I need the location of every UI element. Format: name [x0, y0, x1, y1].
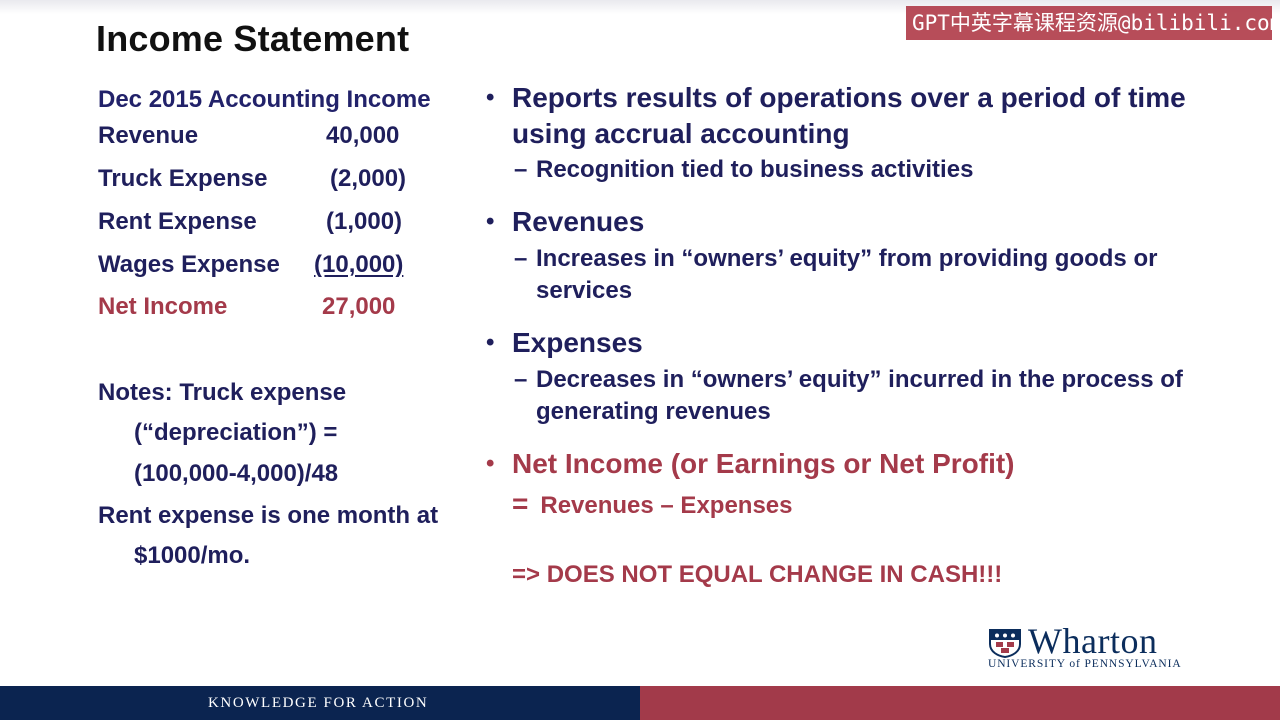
statement-row-net-income: Net Income 27,000: [98, 293, 428, 325]
bullet-dot-icon: •: [486, 84, 495, 111]
notes-line-3: (100,000-4,000)/48: [134, 460, 339, 487]
wharton-logo: Wharton UNIVERSITY of PENNSYLVANIA: [988, 621, 1198, 674]
row-value: (1,000): [326, 208, 403, 235]
dash-icon: –: [514, 245, 528, 272]
notes-line-4: Rent expense is one month at: [98, 502, 439, 529]
formula-text: Revenues – Expenses: [540, 492, 793, 519]
bullet-dot-icon: •: [486, 208, 495, 235]
statement-heading: Dec 2015 Accounting Income: [98, 86, 431, 113]
notes-line-1: Notes: Truck expense: [98, 379, 347, 406]
logo-subtitle: UNIVERSITY of PENNSYLVANIA: [988, 658, 1182, 670]
statement-row-revenue: Revenue 40,000: [98, 122, 428, 154]
dash-icon: –: [514, 156, 528, 183]
bullet-dot-icon: •: [486, 329, 495, 356]
row-value: (2,000): [330, 165, 407, 192]
footer-navy-band: KNOWLEDGE FOR ACTION: [0, 686, 640, 720]
row-value: 27,000: [322, 293, 396, 320]
penn-shield-icon: [989, 629, 1021, 658]
cash-warning: => DOES NOT EQUAL CHANGE IN CASH!!!: [512, 561, 1003, 588]
statement-row-rent-expense: Rent Expense (1,000): [98, 208, 428, 240]
notes-line-2: (“depreciation”) =: [134, 419, 338, 446]
watermark-overlay: GPT中英字幕课程资源@bilibili.com: [906, 6, 1272, 40]
footer-tagline: KNOWLEDGE FOR ACTION: [208, 695, 429, 711]
row-label: Truck Expense: [98, 165, 268, 192]
bullet-text: Net Income (or Earnings or Net Profit): [512, 448, 1015, 479]
sub-bullet-text: Decreases in “owners’ equity” incurred i…: [536, 366, 1183, 425]
row-value: 40,000: [326, 122, 400, 149]
row-value: (10,000): [314, 251, 404, 278]
statement-row-wages-expense: Wages Expense (10,000): [98, 251, 428, 283]
sub-bullet-text: Increases in “owners’ equity” from provi…: [536, 245, 1158, 304]
bullet-text: Expenses: [512, 327, 643, 358]
equals-sign: =: [512, 488, 529, 519]
slide-title: Income Statement: [96, 18, 410, 59]
net-income-formula: = Revenues – Expenses: [512, 488, 793, 522]
dash-icon: –: [514, 366, 528, 393]
bullet-dot-icon: •: [486, 450, 495, 477]
logo-wordmark: Wharton: [1028, 621, 1158, 661]
row-label: Net Income: [98, 293, 228, 320]
row-label: Wages Expense: [98, 251, 280, 278]
footer-red-band: [640, 686, 1280, 720]
notes-line-5: $1000/mo.: [134, 542, 251, 569]
bullet-text: Revenues: [512, 206, 645, 237]
row-label: Rent Expense: [98, 208, 257, 235]
sub-bullet-text: Recognition tied to business activities: [536, 156, 974, 183]
bullet-text: Reports results of operations over a per…: [512, 82, 1186, 149]
row-label: Revenue: [98, 122, 199, 149]
statement-row-truck-expense: Truck Expense (2,000): [98, 165, 428, 197]
